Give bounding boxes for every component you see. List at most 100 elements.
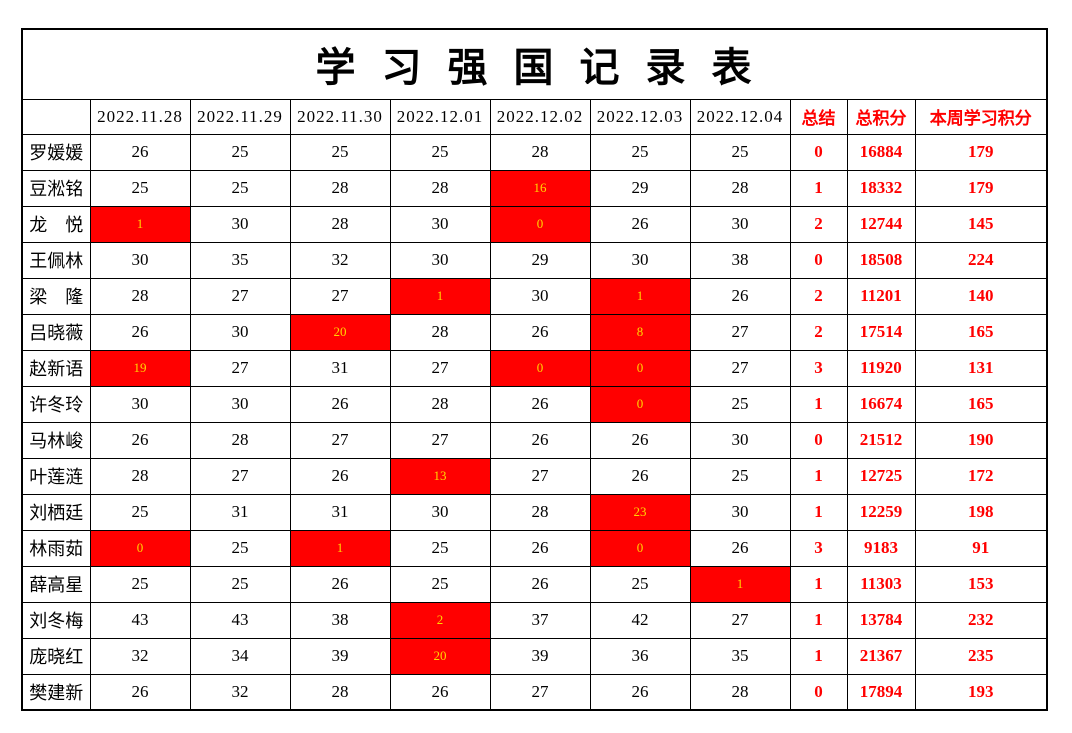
score-cell: 28 (489, 133, 591, 171)
score-cell-highlighted: 1 (589, 277, 691, 315)
score-cell: 26 (689, 529, 791, 567)
summary-cell: 1 (789, 637, 848, 675)
date-header: 2022.12.02 (489, 98, 591, 135)
score-cell: 30 (189, 313, 291, 351)
score-cell: 27 (189, 349, 291, 387)
score-cell-highlighted: 0 (589, 385, 691, 423)
summary-cell: 2 (789, 313, 848, 351)
week-points-cell: 179 (914, 169, 1048, 207)
study-record-table: 学 习 强 国 记 录 表 2022.11.28 2022.11.29 2022.1… (21, 28, 1048, 711)
summary-cell: 0 (789, 421, 848, 459)
score-cell: 27 (189, 457, 291, 495)
name-cell: 樊建新 (21, 673, 91, 711)
summary-cell: 0 (789, 133, 848, 171)
summary-cell: 0 (789, 241, 848, 279)
score-cell-highlighted: 20 (289, 313, 391, 351)
total-points-cell: 13784 (846, 601, 916, 639)
total-points-cell: 11920 (846, 349, 916, 387)
name-cell: 林雨茹 (21, 529, 91, 567)
score-cell-highlighted: 13 (389, 457, 491, 495)
score-cell: 27 (289, 277, 391, 315)
total-points-cell: 16674 (846, 385, 916, 423)
total-points-cell: 18508 (846, 241, 916, 279)
score-cell: 39 (289, 637, 391, 675)
page-title: 学 习 强 国 记 录 表 (21, 28, 1048, 100)
score-cell-highlighted: 0 (489, 349, 591, 387)
date-header: 2022.12.03 (589, 98, 691, 135)
score-cell: 26 (89, 133, 191, 171)
score-cell: 43 (89, 601, 191, 639)
date-header: 2022.12.01 (389, 98, 491, 135)
total-points-cell: 17514 (846, 313, 916, 351)
score-cell: 25 (289, 133, 391, 171)
score-cell: 28 (389, 169, 491, 207)
score-cell: 38 (689, 241, 791, 279)
score-cell: 28 (89, 277, 191, 315)
score-cell: 25 (89, 493, 191, 531)
table-row: 樊建新 26 32 28 26 27 26 28 0 17894 193 (21, 673, 1048, 711)
score-cell: 25 (689, 457, 791, 495)
score-cell: 26 (489, 529, 591, 567)
score-cell: 30 (189, 205, 291, 243)
summary-cell: 1 (789, 493, 848, 531)
score-cell-highlighted: 0 (589, 349, 691, 387)
score-cell: 25 (389, 133, 491, 171)
score-cell: 30 (689, 205, 791, 243)
summary-cell: 0 (789, 673, 848, 711)
date-header: 2022.11.30 (289, 98, 391, 135)
score-cell: 27 (689, 601, 791, 639)
week-points-cell: 224 (914, 241, 1048, 279)
name-cell: 吕晓薇 (21, 313, 91, 351)
total-points-cell: 12744 (846, 205, 916, 243)
score-cell: 27 (189, 277, 291, 315)
summary-cell: 1 (789, 565, 848, 603)
score-cell: 30 (389, 205, 491, 243)
score-cell: 35 (189, 241, 291, 279)
score-cell: 25 (189, 565, 291, 603)
score-cell: 27 (389, 349, 491, 387)
score-cell: 27 (689, 313, 791, 351)
score-cell: 30 (389, 241, 491, 279)
score-cell: 29 (489, 241, 591, 279)
score-cell: 26 (89, 421, 191, 459)
score-cell: 36 (589, 637, 691, 675)
score-cell: 32 (189, 673, 291, 711)
summary-column-header: 总结 (789, 98, 848, 135)
week-points-cell: 179 (914, 133, 1048, 171)
total-points-cell: 21512 (846, 421, 916, 459)
score-cell-highlighted: 1 (389, 277, 491, 315)
table-row: 薛高星 25 25 26 25 26 25 1 1 11303 153 (21, 565, 1048, 603)
total-points-cell: 11303 (846, 565, 916, 603)
name-cell: 刘栖廷 (21, 493, 91, 531)
score-cell: 35 (689, 637, 791, 675)
table-row: 罗媛媛 26 25 25 25 28 25 25 0 16884 179 (21, 133, 1048, 171)
name-cell: 龙 悦 (21, 205, 91, 243)
score-cell: 26 (489, 565, 591, 603)
score-cell: 30 (589, 241, 691, 279)
score-cell: 26 (389, 673, 491, 711)
score-cell: 27 (389, 421, 491, 459)
name-cell: 赵新语 (21, 349, 91, 387)
table-row: 梁 隆 28 27 27 1 30 1 26 2 11201 140 (21, 277, 1048, 315)
score-cell: 30 (89, 241, 191, 279)
score-cell: 26 (589, 673, 691, 711)
score-cell: 26 (489, 421, 591, 459)
score-cell-highlighted: 1 (289, 529, 391, 567)
score-cell: 25 (189, 133, 291, 171)
total-points-cell: 16884 (846, 133, 916, 171)
name-cell: 叶莲涟 (21, 457, 91, 495)
score-cell: 30 (689, 493, 791, 531)
total-points-cell: 9183 (846, 529, 916, 567)
name-cell: 马林峻 (21, 421, 91, 459)
week-points-cell: 165 (914, 313, 1048, 351)
total-points-cell: 11201 (846, 277, 916, 315)
table-row: 赵新语 19 27 31 27 0 0 27 3 11920 131 (21, 349, 1048, 387)
total-points-column-header: 总积分 (846, 98, 916, 135)
score-cell: 28 (189, 421, 291, 459)
score-cell: 26 (489, 385, 591, 423)
score-cell: 28 (289, 673, 391, 711)
score-cell: 26 (489, 313, 591, 351)
score-cell-highlighted: 0 (89, 529, 191, 567)
table-row: 豆淞铭 25 25 28 28 16 29 28 1 18332 179 (21, 169, 1048, 207)
